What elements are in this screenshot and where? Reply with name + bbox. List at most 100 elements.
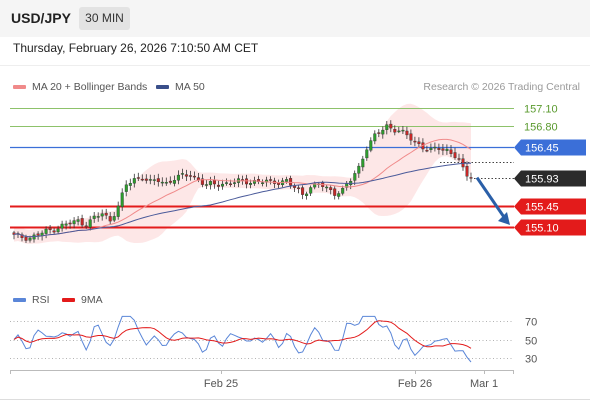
candle-bullish: [385, 124, 389, 130]
candle-bearish: [200, 178, 204, 185]
current-price-tag-text: 155.93: [525, 174, 559, 186]
candle-bullish: [252, 180, 256, 184]
candle-bearish: [20, 234, 24, 238]
candle-bullish: [88, 219, 92, 228]
level-label-157.10: 157.10: [524, 104, 558, 116]
forecast-arrow-head: [498, 212, 510, 225]
candle-bullish: [401, 129, 405, 132]
candle-bearish: [144, 178, 148, 181]
candle-bullish: [120, 192, 124, 208]
rsi-level-label-50: 50: [525, 336, 537, 348]
candle-bullish: [220, 183, 224, 187]
candle-bullish: [172, 180, 176, 184]
candle-bullish: [397, 130, 401, 133]
candle-bearish: [437, 147, 441, 150]
legend-rsi[interactable]: RSI: [13, 294, 50, 306]
candle-bullish: [305, 193, 309, 196]
rsi-swatch: [13, 298, 26, 303]
candle-bullish: [96, 216, 100, 218]
candle-bullish: [44, 228, 48, 234]
level-label-156.80: 156.80: [524, 122, 558, 134]
candle-bullish: [148, 179, 152, 181]
candle-bearish: [449, 149, 453, 154]
level-tag-text: 156.45: [525, 143, 559, 155]
candle-bullish: [28, 237, 32, 241]
legend-9ma-label: 9MA: [81, 294, 103, 306]
x-tick-label: Feb 25: [204, 378, 238, 390]
candle-bullish: [261, 182, 265, 184]
candle-bearish: [457, 158, 461, 160]
candle-bullish: [164, 182, 168, 184]
candle-bearish: [212, 179, 216, 185]
level-tag-bg: [514, 219, 586, 236]
candle-bullish: [72, 220, 76, 225]
candle-bullish: [248, 182, 252, 185]
candle-bearish: [405, 130, 409, 136]
candle-bullish: [313, 183, 317, 188]
copyright-label: Research © 2026 Trading Central: [423, 81, 580, 93]
candle-bullish: [445, 148, 449, 151]
ma50-line: [13, 162, 471, 238]
candle-bearish: [329, 187, 333, 190]
candle-bearish: [36, 233, 40, 236]
level-tag-bg: [514, 139, 586, 156]
level-tag-text: 155.45: [525, 202, 559, 214]
candle-bearish: [413, 140, 417, 143]
candle-bearish: [461, 158, 465, 168]
candle-bearish: [269, 179, 273, 181]
legend-9ma[interactable]: 9MA: [62, 294, 103, 306]
candle-bullish: [152, 179, 156, 181]
candle-bearish: [192, 175, 196, 178]
candle-bullish: [353, 173, 357, 181]
candle-bearish: [188, 175, 192, 177]
candle-bullish: [128, 182, 132, 186]
rsi-level-label-30: 30: [525, 354, 537, 366]
chart-header: USD/JPY 30 MIN: [0, 0, 590, 37]
legend-ma20[interactable]: MA 20 + Bollinger Bands: [13, 81, 147, 93]
forecast-arrow-shaft: [475, 176, 508, 221]
candle-bullish: [124, 184, 128, 192]
candle-bullish: [160, 181, 164, 184]
legend-ma20-label: MA 20 + Bollinger Bands: [32, 81, 148, 93]
ma50-swatch: [156, 85, 169, 90]
candle-bullish: [381, 129, 385, 135]
candle-bearish: [425, 149, 429, 152]
candle-bullish: [369, 140, 373, 151]
rsi-level-label-70: 70: [525, 317, 537, 329]
timeframe-button[interactable]: 30 MIN: [79, 7, 130, 30]
candle-bullish: [116, 205, 120, 217]
candle-bearish: [12, 232, 16, 235]
candle-bullish: [60, 223, 64, 229]
candle-bearish: [140, 178, 144, 181]
candle-bearish: [297, 187, 301, 189]
candle-bullish: [433, 146, 437, 149]
level-tag-text: 155.10: [525, 223, 559, 235]
current-price-tag-bg: [514, 170, 586, 187]
x-tick-label: Mar 1: [470, 378, 498, 390]
candle-bearish: [68, 222, 72, 225]
candle-bullish: [361, 158, 365, 168]
x-tick-label: Feb 26: [398, 378, 432, 390]
candle-bullish: [325, 186, 329, 189]
candle-bearish: [333, 188, 337, 196]
candle-bullish: [309, 187, 313, 194]
candle-bullish: [224, 182, 228, 184]
candle-bullish: [64, 223, 68, 226]
candle-bearish: [465, 165, 469, 177]
candle-bearish: [417, 141, 421, 144]
candle-bullish: [373, 133, 377, 142]
candle-bearish: [80, 218, 84, 226]
candle-bearish: [168, 180, 172, 183]
candle-bullish: [92, 215, 96, 219]
legend-ma50[interactable]: MA 50: [156, 81, 205, 93]
candle-bearish: [84, 225, 88, 228]
candle-bearish: [301, 187, 305, 195]
candle-bullish: [365, 149, 369, 159]
forecast-arrow: [475, 176, 510, 225]
candle-bearish: [136, 177, 140, 179]
candle-bearish: [389, 123, 393, 129]
candle-bullish: [180, 173, 184, 175]
candle-bullish: [232, 182, 236, 184]
